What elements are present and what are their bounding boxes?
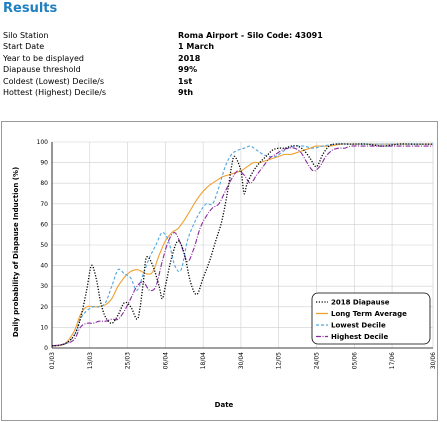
- info-value: 1 March: [178, 42, 215, 52]
- diapause-chart: 0 10 20 30 40 50 60 70 80 90 100 01/03 13/03 25/03 06…: [12, 139, 437, 409]
- y-tick-label: 20: [40, 304, 48, 311]
- y-tick-label: 70: [40, 201, 48, 208]
- info-label: Diapause threshold: [3, 65, 81, 75]
- info-value: Roma Airport - Silo Code: 43091: [178, 31, 323, 40]
- info-row-start-date: Start Date 1 March: [3, 41, 323, 52]
- x-tick-label: 12/05: [276, 352, 283, 369]
- y-tick-label: 40: [40, 263, 48, 270]
- info-value: 99%: [178, 65, 198, 75]
- y-tick-label: 100: [37, 139, 49, 146]
- y-tick-label: 0: [44, 345, 48, 352]
- info-row-year: Year to be displayed 2018: [3, 53, 323, 64]
- chart-legend: 2018 Diapause Long Term Average Lowest Dec…: [311, 292, 431, 345]
- y-tick-label: 90: [40, 160, 48, 167]
- info-label: Silo Station: [3, 31, 49, 40]
- legend-label: Highest Decile: [331, 333, 388, 341]
- info-label: Year to be displayed: [3, 53, 85, 63]
- chart-container: 0 10 20 30 40 50 60 70 80 90 100 01/03 13/03 25/03 06…: [1, 121, 438, 421]
- x-tick-label: 30/04: [238, 352, 245, 369]
- legend-label: Lowest Decile: [331, 322, 386, 330]
- results-title: Results: [3, 1, 58, 16]
- y-tick-label: 60: [40, 221, 48, 228]
- y-tick-label: 10: [40, 324, 48, 331]
- info-label: Start Date: [3, 42, 45, 52]
- y-tick-label: 50: [40, 242, 48, 249]
- info-row-hottest-decile: Hottest (Highest) Decile/s 9th: [3, 87, 323, 98]
- info-panel: Silo Station Roma Airport - Silo Code: 4…: [3, 30, 323, 98]
- info-row-coldest-decile: Coldest (Lowest) Decile/s 1st: [3, 76, 323, 87]
- x-tick-labels: 01/03 13/03 25/03 06/04 18/04 30/04 12/05 24/05…: [49, 352, 437, 369]
- chart-series: [51, 143, 433, 347]
- series-line-2018-diapause: [51, 143, 433, 347]
- x-tick-label: 17/06: [389, 352, 396, 369]
- y-tick-labels: 0 10 20 30 40 50 60 70 80 90 100: [37, 139, 49, 352]
- x-tick-label: 05/06: [351, 352, 358, 369]
- x-axis-title: Date: [215, 401, 234, 409]
- series-line-lowest-decile: [51, 143, 433, 347]
- y-tick-label: 30: [40, 283, 48, 290]
- info-label: Hottest (Highest) Decile/s: [3, 87, 107, 97]
- x-tick-label: 25/03: [125, 352, 132, 369]
- legend-label: Long Term Average: [331, 310, 407, 318]
- info-value: 2018: [178, 53, 201, 63]
- x-tick-label: 30/06: [430, 352, 437, 369]
- info-value: 1st: [178, 76, 193, 86]
- x-tick-label: 24/05: [313, 352, 320, 369]
- y-axis-title: Daily probability of Diapause Induction …: [12, 167, 20, 337]
- x-tick-label: 13/03: [87, 352, 94, 369]
- x-tick-label: 18/04: [200, 352, 207, 369]
- legend-label: 2018 Diapause: [331, 299, 390, 307]
- x-tick-label: 01/03: [49, 352, 56, 369]
- series-line-highest-decile: [51, 145, 433, 347]
- y-tick-label: 80: [40, 180, 48, 187]
- info-row-threshold: Diapause threshold 99%: [3, 64, 323, 75]
- info-row-silo-station: Silo Station Roma Airport - Silo Code: 4…: [3, 30, 323, 41]
- info-label: Coldest (Lowest) Decile/s: [3, 76, 105, 86]
- legend-box: [311, 292, 431, 345]
- info-value: 9th: [178, 87, 194, 97]
- x-tick-label: 06/04: [162, 352, 169, 369]
